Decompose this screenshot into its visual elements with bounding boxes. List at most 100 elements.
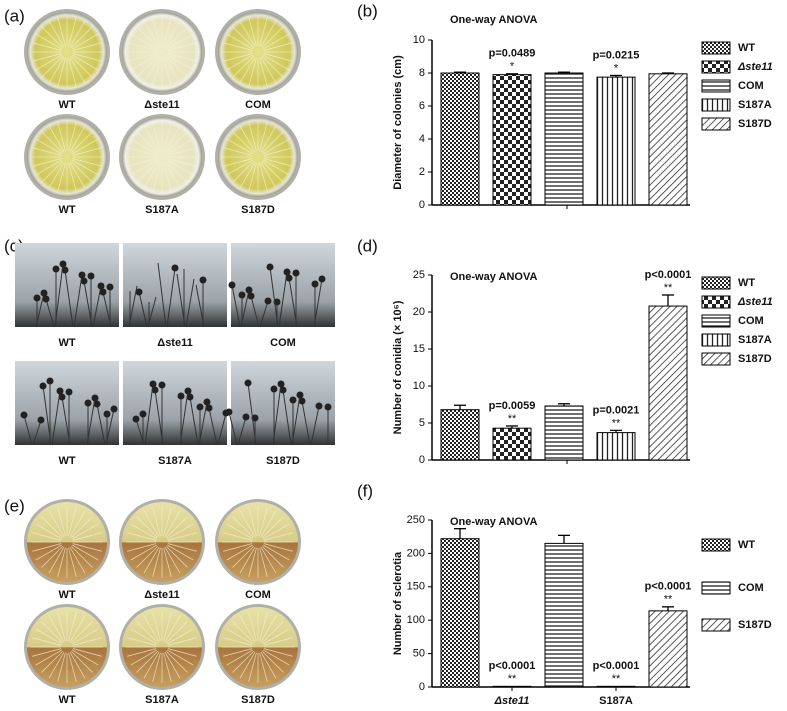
- conidial-head: [264, 297, 272, 305]
- conidiophore: [185, 278, 195, 328]
- legend-label: S187D: [738, 619, 772, 631]
- colony-ray: [143, 615, 160, 643]
- colony-ray: [72, 158, 102, 167]
- colony-ray: [263, 637, 293, 646]
- conidial-head: [203, 398, 211, 406]
- conidiophore: [96, 403, 106, 446]
- conidiophore: [310, 405, 320, 446]
- conidial-head: [205, 404, 213, 412]
- colony-ray: [167, 532, 197, 541]
- colony-ray: [261, 160, 284, 183]
- conidial-head: [242, 413, 250, 421]
- colony-ray: [248, 57, 257, 87]
- conidial-head: [228, 281, 236, 289]
- conidiophore: [157, 262, 167, 328]
- colony-ray: [223, 42, 253, 51]
- colony-ray: [261, 650, 284, 673]
- colony-ray: [69, 651, 86, 679]
- conidiophore: [92, 285, 102, 328]
- conidiophore: [176, 273, 186, 328]
- y-tick-label: 0: [419, 199, 425, 211]
- colony-ray: [127, 42, 157, 51]
- conidiophore: [247, 382, 257, 446]
- legend-swatch: [701, 276, 731, 290]
- y-axis-label: Number of sclerotia: [392, 551, 404, 655]
- colony-ray: [68, 507, 77, 537]
- micrograph: [231, 243, 335, 327]
- colony-ray: [166, 54, 194, 71]
- conidial-head: [37, 416, 45, 424]
- conidial-head: [270, 385, 278, 393]
- colony-ray: [57, 17, 66, 47]
- conidial-head: [56, 387, 64, 395]
- colony-ray: [226, 33, 254, 50]
- conidiophore: [64, 269, 74, 328]
- colony-ray: [262, 54, 290, 71]
- panel-label: (b): [357, 1, 378, 20]
- colony-ray: [70, 621, 93, 644]
- photo-label: S187A: [145, 694, 179, 706]
- colony-ray: [69, 20, 86, 48]
- legend-label: COM: [738, 582, 764, 594]
- conidiophore: [301, 400, 311, 446]
- colony-ray: [223, 53, 253, 62]
- y-tick-label: 15: [413, 343, 425, 355]
- bar: [492, 427, 532, 461]
- colony-ray: [167, 53, 197, 62]
- colony-ray: [239, 546, 256, 574]
- colony-ray: [143, 161, 160, 189]
- photo-label: COM: [270, 337, 296, 349]
- colony-ray: [248, 162, 257, 192]
- colony-ray: [248, 612, 257, 642]
- conidiophore: [23, 414, 33, 446]
- colony-ray: [166, 159, 194, 176]
- legend-swatch: [701, 333, 731, 347]
- colony-ray: [69, 510, 86, 538]
- colony-ray: [71, 649, 99, 666]
- colony-ray: [239, 20, 256, 48]
- colony-ray: [163, 57, 172, 87]
- y-tick-label: 200: [407, 547, 425, 559]
- legend-swatch: [701, 98, 731, 112]
- colony-ray: [143, 510, 160, 538]
- conidial-head: [289, 396, 297, 404]
- micrograph: [123, 243, 227, 327]
- colony-ray: [35, 523, 63, 540]
- photo-label: Δste11: [157, 337, 192, 349]
- conidial-head: [296, 391, 304, 399]
- significance-stars: **: [664, 282, 673, 294]
- significance-stars: **: [664, 594, 673, 606]
- significance-stars: **: [508, 673, 517, 685]
- micrograph: [123, 361, 227, 445]
- colony-ray: [72, 53, 102, 62]
- p-value: p=0.0215: [593, 49, 640, 61]
- conidial-head: [42, 295, 50, 303]
- conidiophore: [138, 291, 148, 328]
- y-tick-label: 5: [419, 417, 425, 429]
- colony-ray: [127, 158, 157, 167]
- colony-ray: [48, 56, 65, 84]
- colony-ray: [136, 545, 159, 568]
- colony-ray: [232, 160, 255, 183]
- colony-ray: [152, 17, 161, 47]
- chart-title: One-way ANOVA: [450, 516, 537, 528]
- colony-ray: [260, 651, 277, 679]
- conidial-head: [298, 397, 306, 405]
- colony-ray: [152, 507, 161, 537]
- colony-ray: [261, 516, 284, 539]
- colony-ray: [226, 54, 254, 71]
- colony-ray: [32, 648, 62, 657]
- colony-ray: [262, 138, 290, 155]
- conidial-head: [80, 277, 88, 285]
- conidiophore: [32, 419, 42, 446]
- colony-ray: [57, 507, 66, 537]
- colony-ray: [41, 650, 64, 673]
- x-tick-label: Δste11: [494, 695, 530, 707]
- y-axis-label: Number of conidia (× 10⁶): [392, 300, 404, 434]
- colony-ray: [163, 612, 172, 642]
- conidial-head: [33, 294, 41, 302]
- significance-stars: **: [612, 417, 621, 429]
- colony-ray: [152, 612, 161, 642]
- y-tick-label: 10: [413, 380, 425, 392]
- colony-ray: [167, 147, 197, 156]
